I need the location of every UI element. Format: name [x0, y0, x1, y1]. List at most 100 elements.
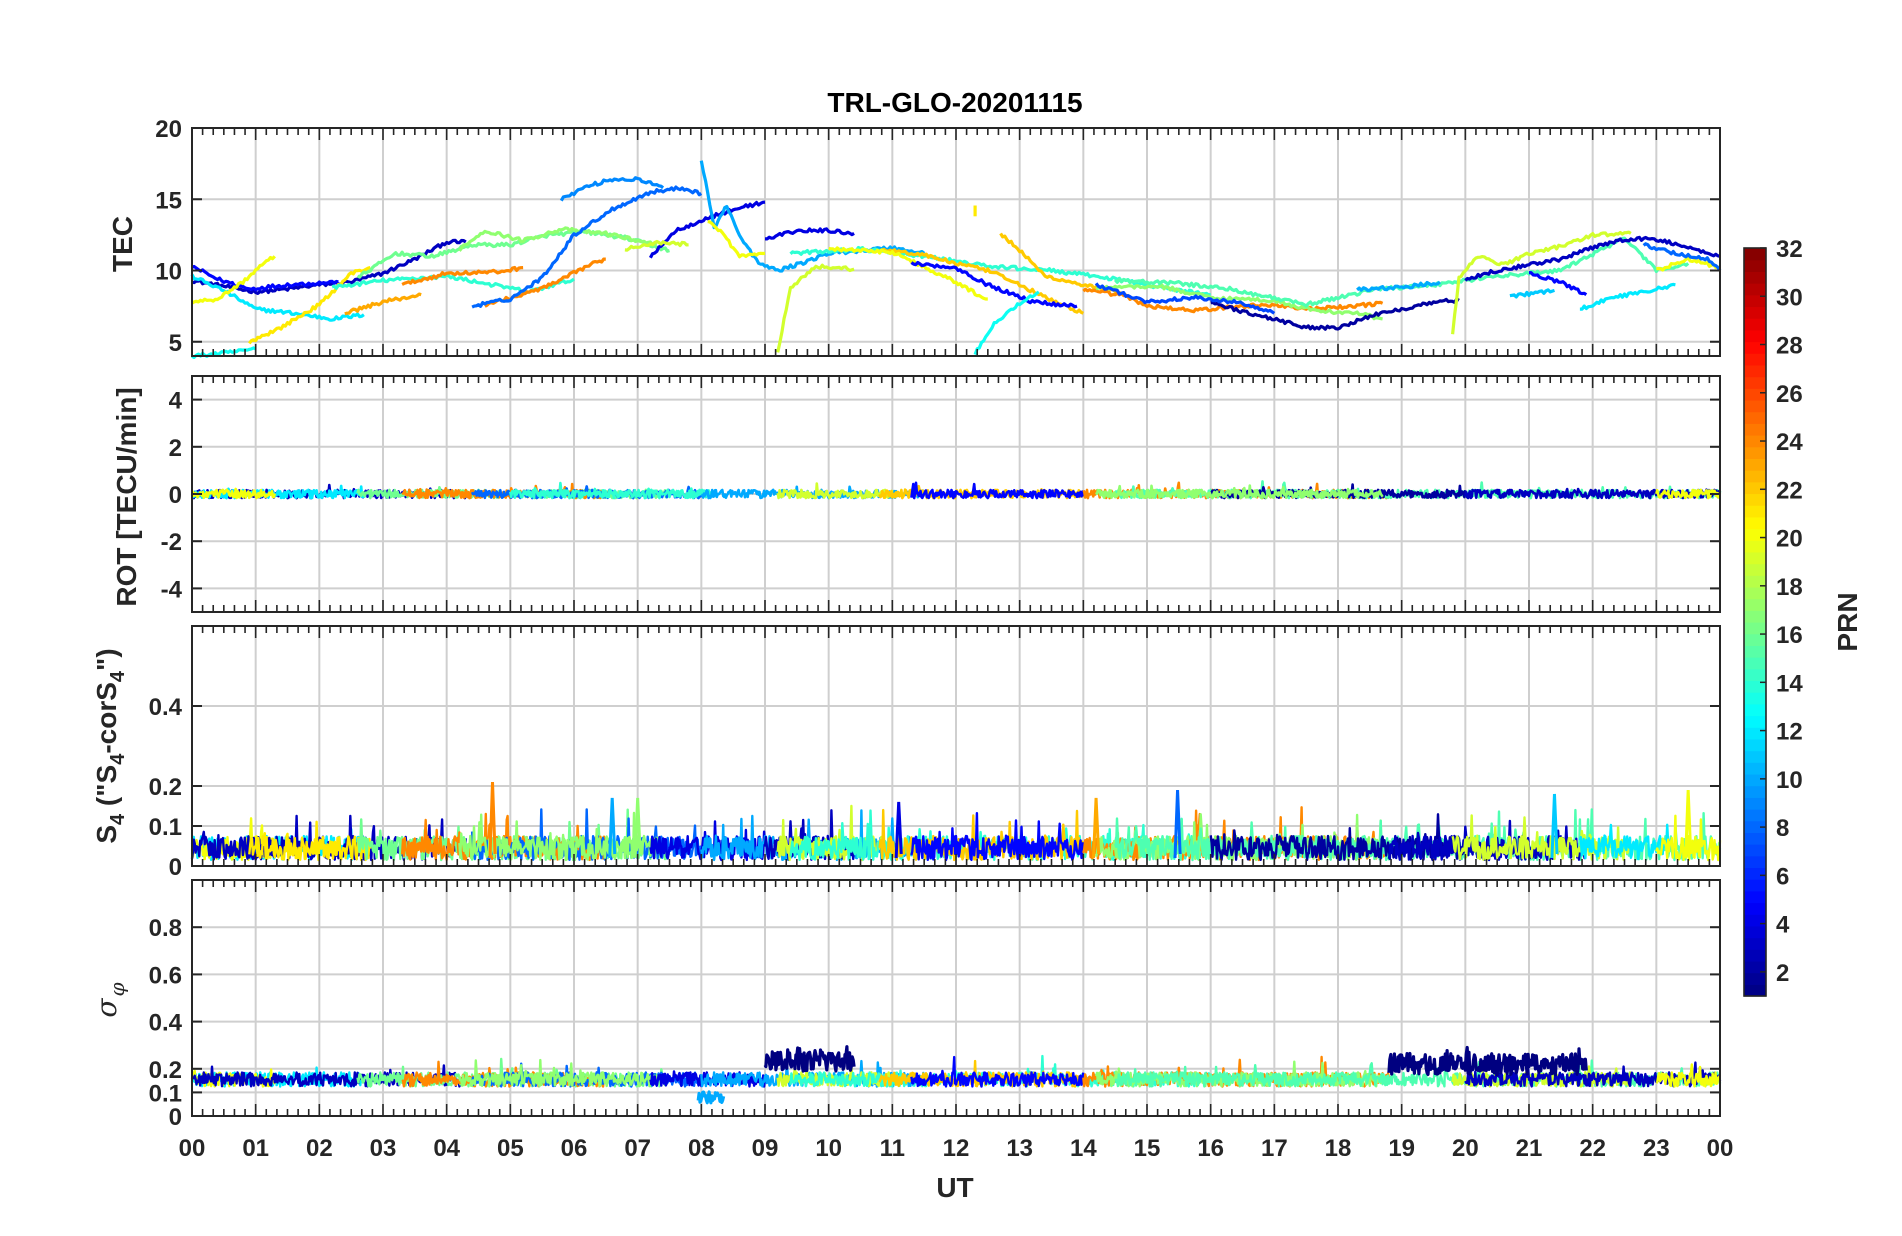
colorbar-swatch: [1744, 551, 1766, 565]
colorbar-swatch: [1744, 353, 1766, 366]
colorbar-tick-label: 14: [1776, 670, 1803, 697]
y-tick-label: 0.2: [149, 1057, 182, 1084]
s4-series-prn-20: [1655, 814, 1722, 862]
tec-arc-prn-24: [484, 257, 606, 308]
s4-grid: [192, 626, 1720, 866]
colorbar-swatch: [1744, 364, 1766, 378]
colorbar-swatch: [1744, 657, 1766, 670]
colorbar-tick-label: 18: [1776, 574, 1803, 601]
y-tick-label: 0.4: [149, 694, 183, 721]
colorbar-tick-label: 4: [1776, 912, 1790, 939]
x-tick-label: 23: [1643, 1135, 1670, 1162]
colorbar-swatch: [1744, 703, 1766, 717]
rot-series-prn-5: [910, 481, 1085, 500]
colorbar-swatch: [1744, 610, 1766, 623]
x-tick-label: 15: [1134, 1135, 1161, 1162]
tec-series: [190, 160, 1722, 359]
colorbar-swatch: [1744, 762, 1766, 775]
colorbar-swatch: [1744, 516, 1766, 530]
colorbar-swatch: [1744, 937, 1766, 950]
s4-series-prn-2: [1209, 813, 1467, 862]
sigma-series-prn-17: [458, 1058, 658, 1088]
y-tick-label: 0: [169, 482, 182, 509]
tec-arc-prn-8: [471, 185, 703, 309]
colorbar-swatch: [1744, 435, 1766, 448]
tec-arc-prn-12: [1579, 282, 1676, 311]
sigma-phi-panel: 00.10.2 0.4 0.6 0.8 σφ: [90, 879, 1722, 1131]
x-tick-label: 16: [1197, 1135, 1224, 1162]
colorbar-tick-label: 24: [1776, 429, 1803, 456]
colorbar-tick-label: 30: [1776, 284, 1803, 311]
tec-arc-prn-5: [910, 260, 1078, 309]
s4-spike-prn-11: [1550, 793, 1559, 859]
colorbar-swatch: [1744, 376, 1766, 389]
colorbar-swatch: [1744, 341, 1766, 354]
x-axis-ticks: 00 01 02 03 04 05 06 07 08 09 10 11 12 13 14 15 16 17 18 19…: [179, 1135, 1734, 1162]
colorbar-swatch: [1744, 259, 1766, 272]
s4-series-prn-12: [1578, 823, 1677, 861]
tec-arc-prn-5: [191, 264, 339, 292]
colorbar-tick-label: 26: [1776, 381, 1803, 408]
s4-spike-prn-20: [1684, 789, 1693, 859]
colorbar-swatch: [1744, 820, 1766, 833]
y-tick-label: -2: [161, 529, 182, 556]
x-axis-label: UT: [936, 1172, 973, 1203]
tec-arc-prn-19: [776, 263, 855, 353]
x-tick-label: 19: [1388, 1135, 1415, 1162]
y-tick-label: 0.6: [149, 962, 182, 989]
tec-arc-prn-8: [1642, 242, 1722, 272]
tec-arc-prn-4: [648, 200, 766, 259]
colorbar-swatch: [1744, 563, 1766, 576]
tec-arc-prn-5: [1528, 271, 1588, 297]
s4-spike-prn-24: [488, 781, 497, 859]
colorbar-swatch: [1744, 844, 1766, 857]
y-tick-label: -4: [161, 576, 183, 603]
y-tick-label: 0.8: [149, 915, 182, 942]
rot-panel: -4 -2 0 2 4 ROT [TECU/min]: [111, 375, 1722, 613]
colorbar-swatch: [1744, 575, 1766, 588]
x-tick-label: 22: [1579, 1135, 1606, 1162]
colorbar-tick-label: 32: [1776, 236, 1803, 263]
colorbar-tick-label: 20: [1776, 526, 1803, 553]
colorbar-swatch: [1744, 283, 1766, 296]
colorbar-swatch: [1744, 715, 1766, 728]
tec-arc-prn-17: [458, 226, 658, 252]
x-tick-label: 21: [1516, 1135, 1543, 1162]
colorbar-swatch: [1744, 248, 1766, 261]
sigma-ticks: 00.10.2 0.4 0.6 0.8: [149, 880, 1720, 1131]
x-tick-label: 04: [433, 1135, 460, 1162]
chart-title: TRL-GLO-20201115: [827, 87, 1082, 118]
s4-spike-prn-8: [1173, 789, 1182, 859]
colorbar-swatch: [1744, 738, 1766, 752]
colorbar-swatch: [1744, 481, 1766, 495]
tec-arc-prn-20: [828, 246, 988, 301]
colorbar-swatch: [1744, 972, 1766, 985]
tec-arc-prn-7: [1094, 282, 1276, 315]
rot-series-prn-17: [1094, 484, 1384, 500]
sigma-series-prn-1: [763, 1045, 856, 1073]
y-tick-label: 10: [155, 259, 182, 286]
x-tick-label: 05: [497, 1135, 524, 1162]
colorbar-swatch: [1744, 294, 1766, 308]
sigma-series-prn-20: [1656, 1063, 1722, 1088]
colorbar-swatch: [1744, 832, 1766, 845]
colorbar-swatch: [1744, 727, 1766, 740]
sigma-series-prn-10: [696, 1090, 726, 1105]
tec-arc-prn-20: [191, 255, 276, 305]
colorbar-swatch: [1744, 960, 1766, 974]
colorbar-tick-label: 2: [1776, 960, 1789, 987]
x-tick-label: 07: [624, 1135, 651, 1162]
colorbar-swatch: [1744, 306, 1766, 319]
tec-arc-prn-15: [1113, 236, 1690, 308]
y-tick-label: 0.2: [149, 774, 182, 801]
sigma-series-prn-5: [910, 1055, 1085, 1088]
colorbar-tick-label: 6: [1776, 863, 1789, 890]
s4-spike-prn-4: [894, 801, 903, 859]
x-tick-label: 09: [752, 1135, 779, 1162]
tec-arc-prn-4: [765, 227, 855, 241]
s4-series: [190, 781, 1722, 862]
colorbar-swatch: [1744, 586, 1766, 600]
s4-ylabel: S4 ("S4-corS4"): [91, 648, 129, 843]
tec-arc-prn-12: [190, 273, 365, 322]
